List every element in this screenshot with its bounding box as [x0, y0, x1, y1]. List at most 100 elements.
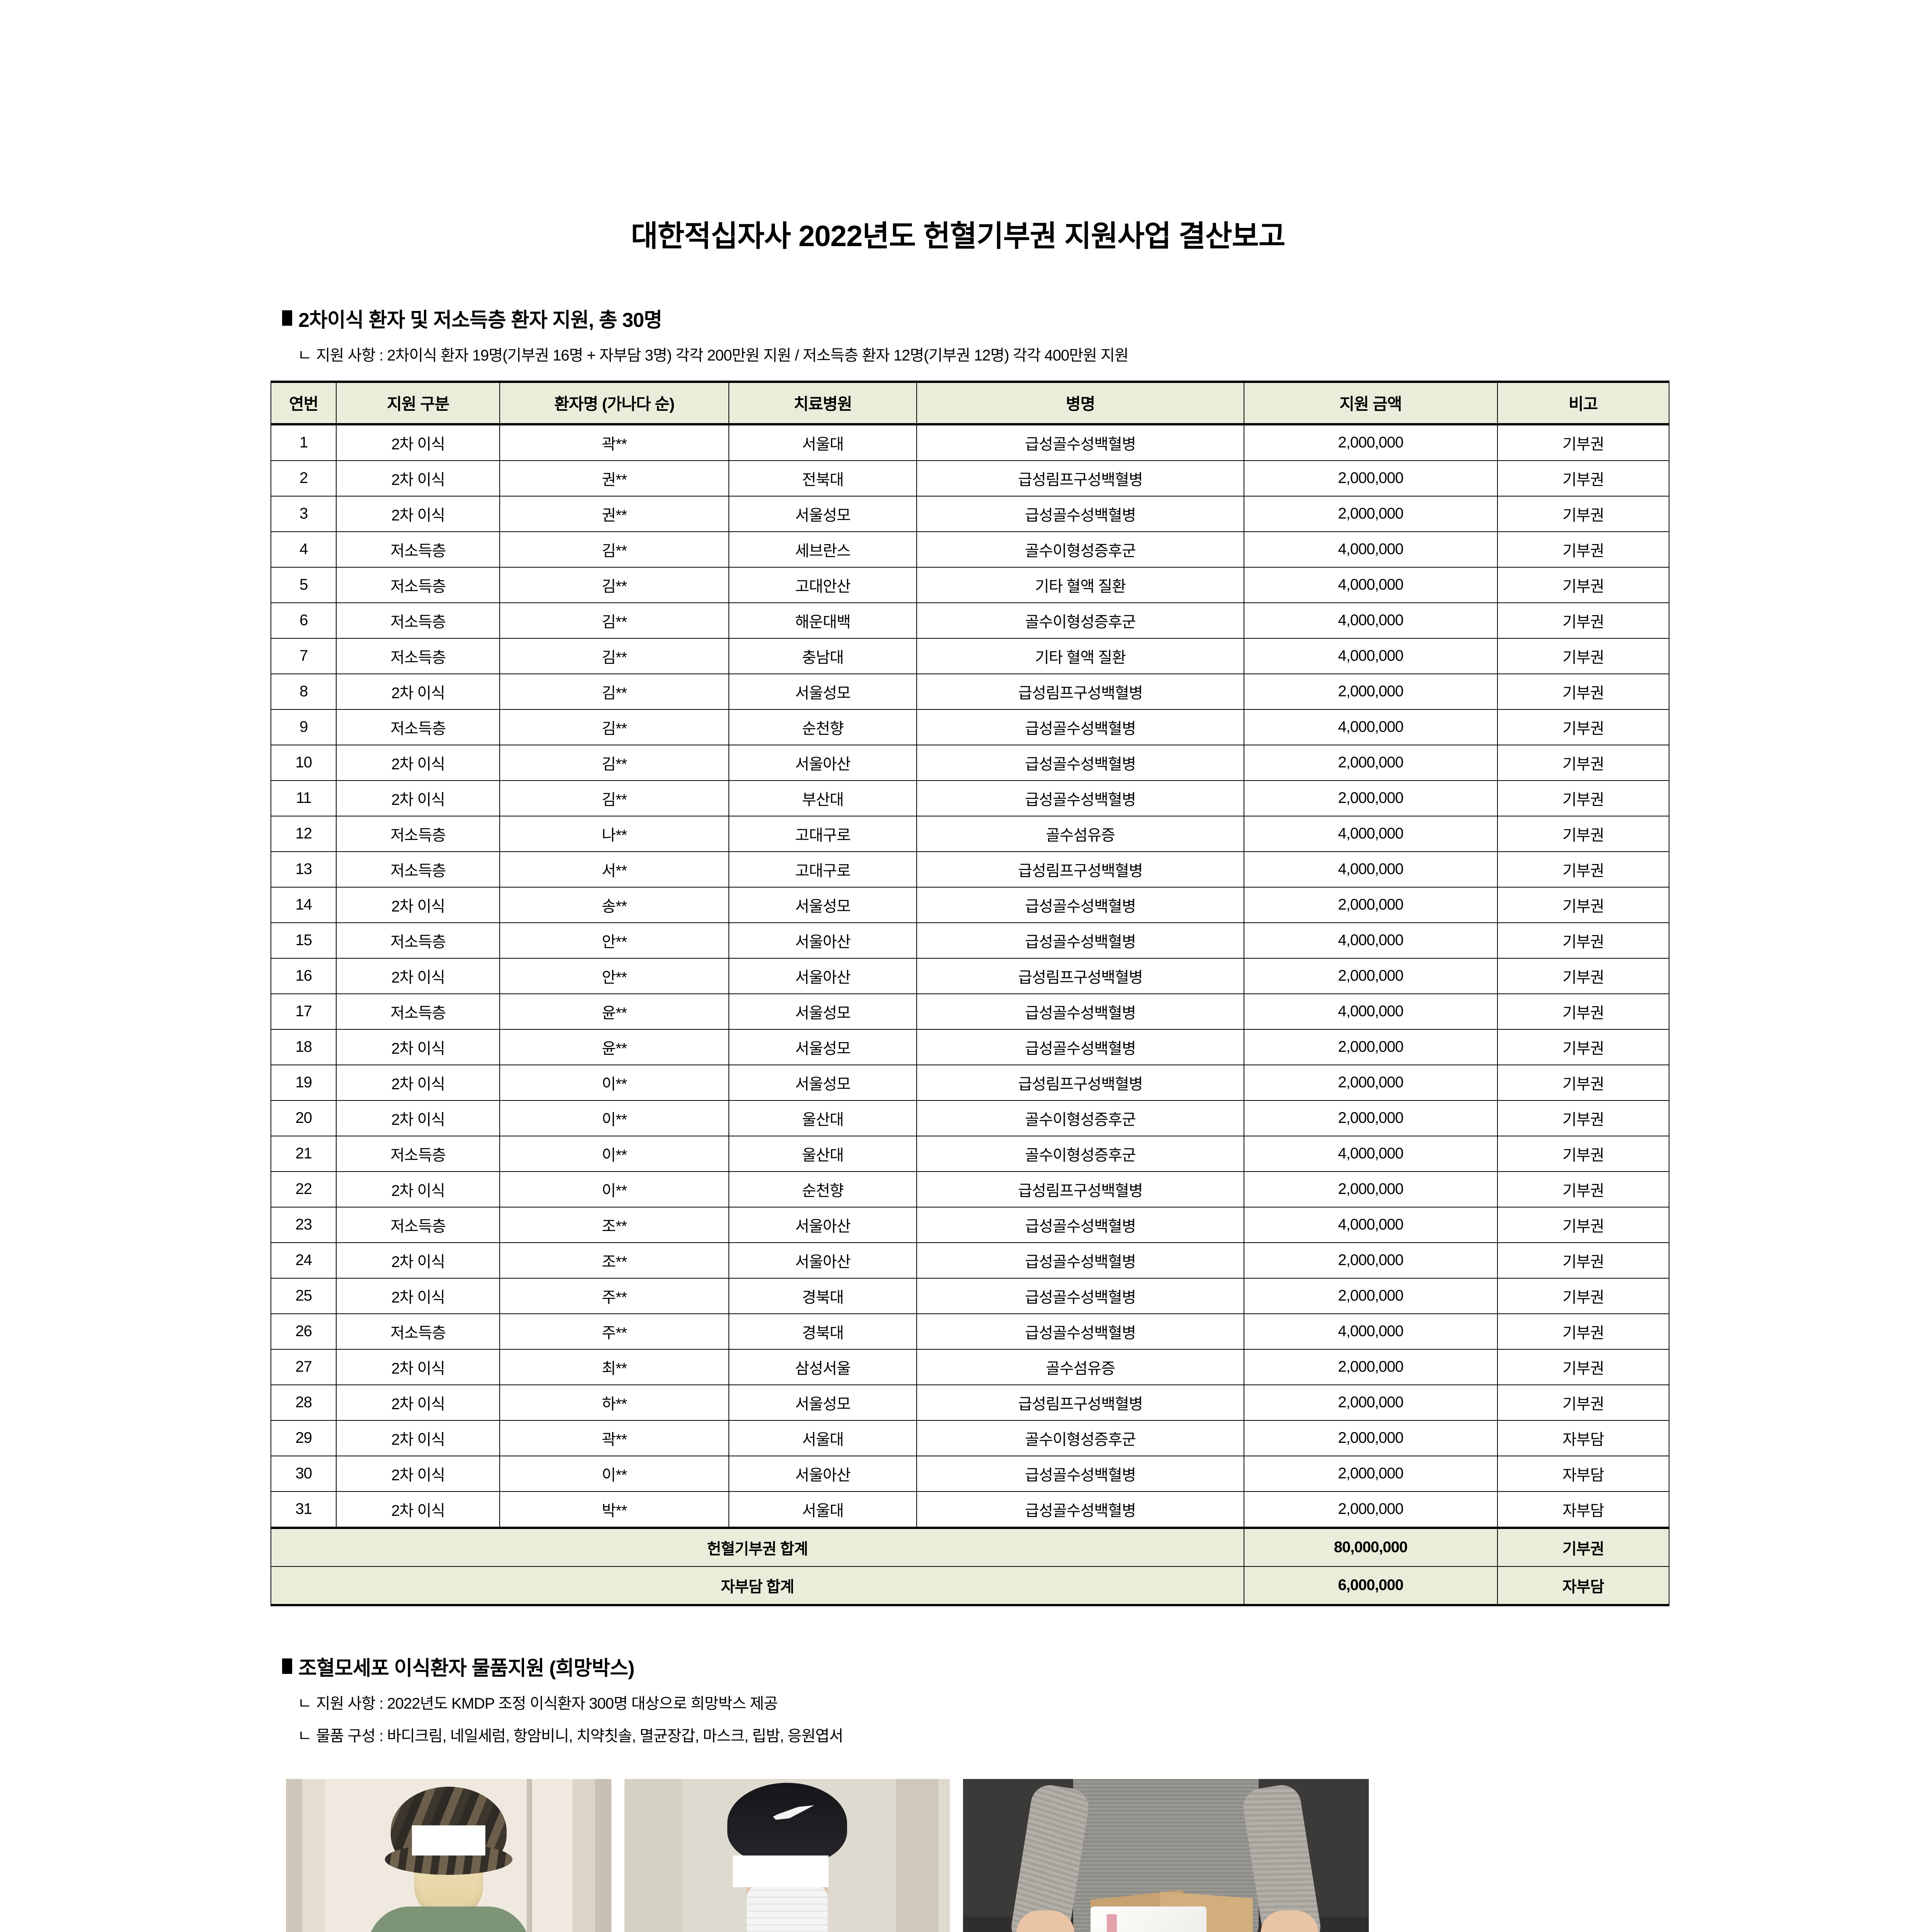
cell-no: 9 — [270, 709, 337, 745]
cell-note: 기부권 — [1497, 744, 1670, 781]
cell-name: 김** — [499, 638, 729, 674]
cell-type: 2차 이식 — [336, 1029, 500, 1065]
cell-disease: 급성골수성백혈병 — [916, 1491, 1244, 1528]
table-row: 18 2차 이식 윤** 서울성모 급성골수성백혈병 2,000,000 기부권 — [270, 1029, 1670, 1065]
cell-amount: 4,000,000 — [1243, 1313, 1498, 1350]
cell-amount: 2,000,000 — [1243, 780, 1498, 816]
table-row: 3 2차 이식 권** 서울성모 급성골수성백혈병 2,000,000 기부권 — [270, 495, 1670, 532]
wall-left — [624, 1779, 682, 1932]
cell-hospital: 서울대 — [728, 423, 917, 461]
cell-hospital: 충남대 — [728, 638, 917, 674]
cell-note: 기부권 — [1497, 1064, 1670, 1101]
cell-disease: 골수이형성증후군 — [916, 531, 1244, 568]
cell-hospital: 서울아산 — [728, 1455, 917, 1492]
cell-disease: 급성골수성백혈병 — [916, 922, 1244, 959]
cell-no: 6 — [270, 602, 337, 639]
cell-hospital: 울산대 — [728, 1100, 917, 1136]
cell-disease: 급성림프구성백혈병 — [916, 460, 1244, 497]
cell-disease: 급성골수성백혈병 — [916, 1313, 1244, 1350]
wall-seam — [527, 1779, 533, 1932]
cell-type: 2차 이식 — [336, 1242, 500, 1279]
cell-note: 기부권 — [1497, 566, 1670, 603]
cell-hospital: 서울성모 — [728, 1064, 917, 1101]
cell-name: 조** — [499, 1206, 729, 1243]
cell-type: 2차 이식 — [336, 1455, 500, 1492]
cell-disease: 급성림프구성백혈병 — [916, 1171, 1244, 1208]
cell-amount: 4,000,000 — [1243, 709, 1498, 745]
col-header-amount: 지원 금액 — [1243, 380, 1498, 425]
cell-hospital: 서울성모 — [728, 886, 917, 923]
cell-no: 12 — [270, 815, 337, 852]
cell-hospital: 고대구로 — [728, 815, 917, 852]
cell-type: 저소득층 — [336, 566, 500, 603]
cell-disease: 급성림프구성백혈병 — [916, 1064, 1244, 1101]
cell-note: 기부권 — [1497, 851, 1670, 888]
table-total-row: 헌혈기부권 합계 80,000,000 기부권 — [271, 1526, 1670, 1567]
cell-no: 7 — [270, 638, 337, 674]
square-bullet-icon — [282, 1658, 292, 1674]
cell-disease: 골수섬유증 — [916, 815, 1244, 852]
cell-note: 자부담 — [1497, 1420, 1670, 1456]
cell-name: 김** — [499, 531, 729, 568]
cell-hospital: 고대안산 — [728, 566, 917, 603]
photo-gallery: 조혈모세포 이식환자 치료비 2,000,000원 전달 조혈모세포 이식환자 … — [286, 1779, 1916, 1932]
cell-note: 기부권 — [1497, 495, 1670, 532]
cell-no: 31 — [270, 1491, 337, 1528]
cell-note: 기부권 — [1497, 1029, 1670, 1065]
cell-name: 최** — [499, 1349, 729, 1385]
photo-patient-4000000: 조혈모세포 이식환자 치료비 4,000,000원 전달 조혈모세포 이식환자 … — [624, 1779, 950, 1932]
cell-amount: 2,000,000 — [1243, 744, 1498, 781]
cell-amount: 4,000,000 — [1243, 638, 1498, 674]
section-1-heading-text: 2차이식 환자 및 저소득층 환자 지원, 총 30명 — [298, 309, 662, 332]
cell-type: 2차 이식 — [336, 744, 500, 781]
cell-disease: 골수섬유증 — [916, 1349, 1244, 1385]
cell-note: 자부담 — [1497, 1491, 1670, 1528]
section-2-note-1-text: 지원 사항 : 2022년도 KMDP 조정 이식환자 300명 대상으로 희망… — [316, 1695, 778, 1712]
cell-name: 주** — [499, 1313, 729, 1350]
door-frame — [896, 1779, 938, 1932]
cell-name: 박** — [499, 1491, 729, 1528]
cell-type: 저소득층 — [336, 1135, 500, 1172]
cell-note: 기부권 — [1497, 1277, 1670, 1314]
privacy-redaction-bar — [733, 1855, 829, 1887]
cell-note: 기부권 — [1497, 423, 1670, 461]
baseball-cap-icon — [727, 1782, 847, 1864]
cell-type: 2차 이식 — [336, 1171, 500, 1208]
cell-note: 기부권 — [1497, 1135, 1670, 1172]
cell-type: 2차 이식 — [336, 1349, 500, 1385]
cell-note: 기부권 — [1497, 1384, 1670, 1421]
total-note: 자부담 — [1497, 1566, 1670, 1606]
cell-name: 곽** — [499, 423, 729, 461]
cell-disease: 급성골수성백혈병 — [916, 1029, 1244, 1065]
cell-amount: 4,000,000 — [1243, 602, 1498, 639]
cell-disease: 골수이형성증후군 — [916, 602, 1244, 639]
cell-disease: 기타 혈액 질환 — [916, 566, 1244, 603]
table-row: 14 2차 이식 송** 서울성모 급성골수성백혈병 2,000,000 기부권 — [270, 886, 1670, 923]
cell-note: 기부권 — [1497, 602, 1670, 639]
table-row: 30 2차 이식 이** 서울아산 급성골수성백혈병 2,000,000 자부담 — [270, 1455, 1670, 1492]
col-header-hospital: 치료병원 — [728, 380, 917, 425]
cell-amount: 2,000,000 — [1243, 495, 1498, 532]
cell-no: 2 — [270, 460, 337, 497]
table-row: 1 2차 이식 곽** 서울대 급성골수성백혈병 2,000,000 기부권 — [270, 423, 1670, 461]
table-row: 5 저소득층 김** 고대안산 기타 혈액 질환 4,000,000 기부권 — [270, 566, 1670, 603]
section-2-note-2-text: 물품 구성 : 바디크림, 네일세럼, 항암비니, 치약칫솔, 멸균장갑, 마스… — [316, 1727, 843, 1745]
cell-note: 기부권 — [1497, 638, 1670, 674]
cell-hospital: 울산대 — [728, 1135, 917, 1172]
col-header-type: 지원 구분 — [336, 380, 500, 425]
support-table-body: 1 2차 이식 곽** 서울대 급성골수성백혈병 2,000,000 기부권 2 2차 이식 권*… — [270, 423, 1670, 1606]
cell-type: 저소득층 — [336, 815, 500, 852]
section-2-note-2: ㄴ 물품 구성 : 바디크림, 네일세럼, 항암비니, 치약칫솔, 멸균장갑, 마… — [298, 1723, 1916, 1746]
cell-type: 2차 이식 — [336, 423, 500, 461]
cell-note: 기부권 — [1497, 1206, 1670, 1243]
table-row: 28 2차 이식 하** 서울성모 급성림프구성백혈병 2,000,000 기부권 — [270, 1384, 1670, 1421]
cell-note: 기부권 — [1497, 1349, 1670, 1385]
cell-type: 저소득층 — [336, 531, 500, 568]
cell-amount: 2,000,000 — [1243, 957, 1498, 994]
table-row: 25 2차 이식 주** 경북대 급성골수성백혈병 2,000,000 기부권 — [270, 1277, 1670, 1314]
ribbon — [1107, 1914, 1117, 1932]
cell-no: 5 — [270, 566, 337, 603]
cell-hospital: 서울성모 — [728, 993, 917, 1030]
cell-note: 기부권 — [1497, 815, 1670, 852]
